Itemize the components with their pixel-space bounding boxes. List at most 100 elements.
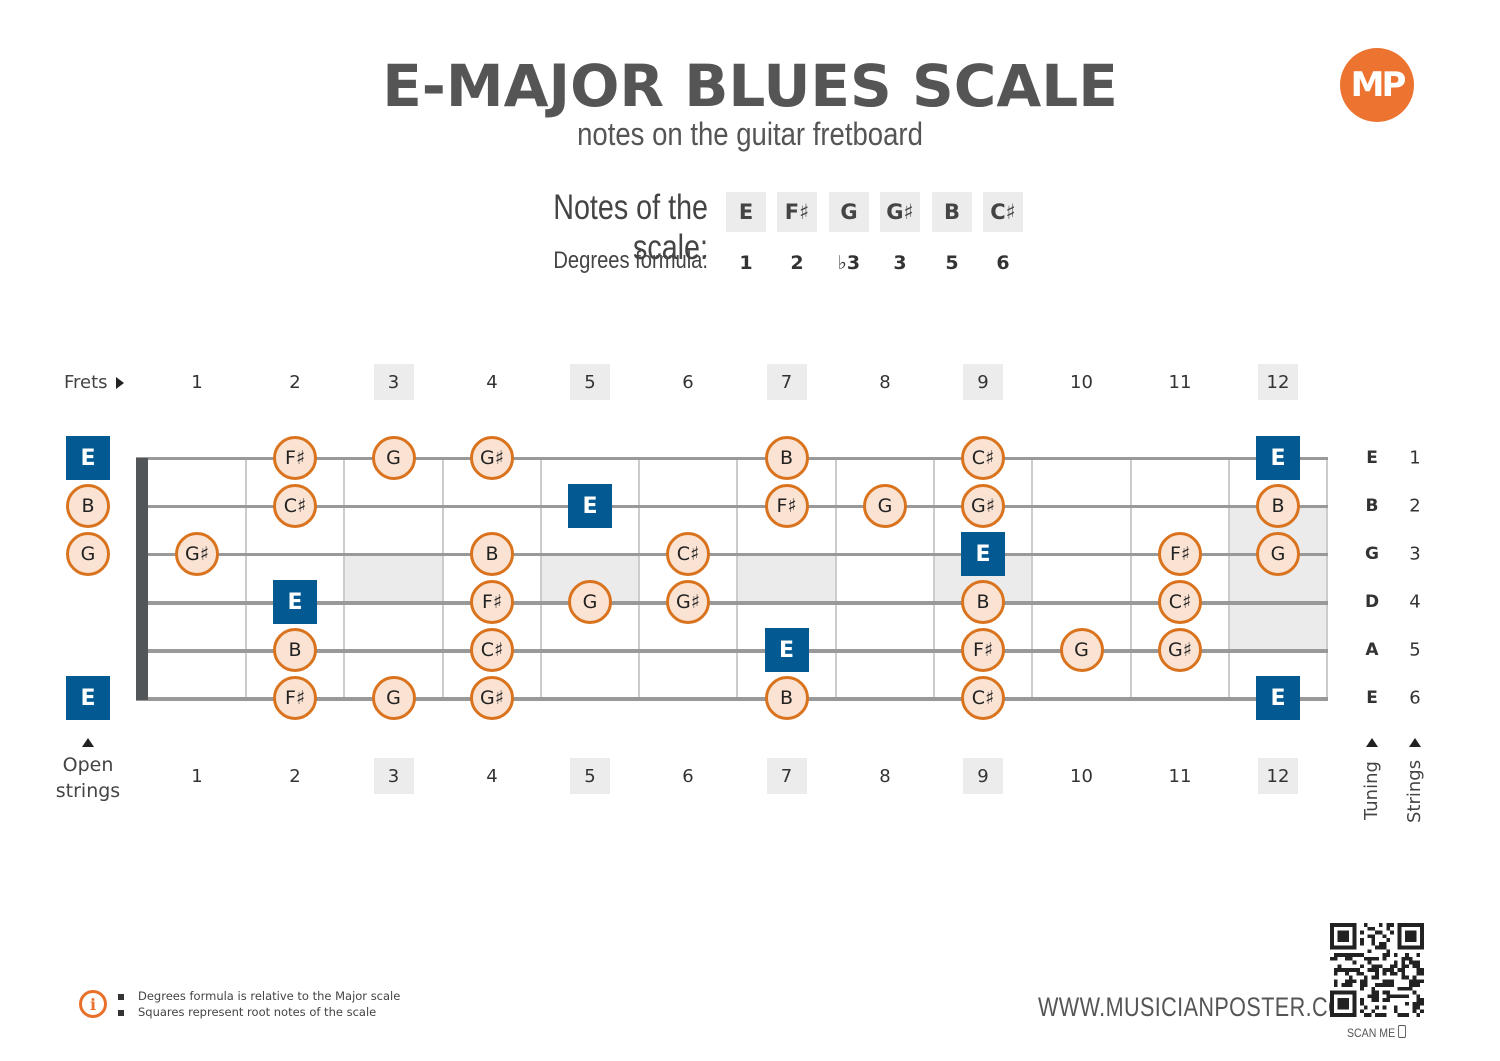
string-number: 1 — [1409, 447, 1421, 469]
string-number: 3 — [1409, 543, 1421, 565]
fret-wire — [245, 458, 247, 698]
website-link[interactable]: WWW.MUSICIANPOSTER.COM — [1038, 992, 1364, 1022]
fret-wire — [736, 458, 738, 698]
root-note-marker: E — [568, 484, 612, 528]
fret-wire — [540, 458, 542, 698]
fret-number: 9 — [963, 758, 1003, 794]
open-strings-label: Open strings — [48, 752, 128, 804]
root-note-marker: E — [1256, 436, 1300, 480]
fret-number: 6 — [682, 765, 694, 787]
scale-note-chip: G — [829, 192, 869, 232]
triangle-right-icon — [115, 377, 124, 389]
root-note-marker: E — [961, 532, 1005, 576]
guitar-string — [136, 697, 1328, 701]
scale-note-marker: B — [961, 580, 1005, 624]
fret-number: 11 — [1168, 371, 1192, 393]
scale-note-marker: G — [371, 436, 416, 480]
string-number: 6 — [1409, 687, 1421, 709]
triangle-up-icon — [1366, 738, 1378, 747]
fret-wire — [638, 458, 640, 698]
bullet-icon — [118, 993, 124, 1000]
scale-note-marker: F♯ — [764, 484, 809, 528]
scale-degree: 1 — [739, 252, 753, 274]
fret-number: 3 — [373, 758, 414, 794]
fret-wire — [1130, 458, 1132, 698]
fret-number: 7 — [766, 364, 807, 400]
scale-note-chip: B — [932, 192, 972, 232]
scale-note-marker: G — [568, 580, 612, 624]
fret-number: 12 — [1258, 364, 1298, 400]
nut — [136, 458, 148, 700]
open-root-note-marker: E — [66, 436, 110, 480]
tuning-note: G — [1365, 544, 1379, 564]
triangle-up-icon — [1409, 738, 1421, 747]
scale-note-marker: G — [1059, 628, 1104, 672]
root-note-marker: E — [1256, 676, 1300, 720]
scale-degree: 5 — [945, 252, 959, 274]
fret-wire — [1228, 458, 1230, 698]
footer-note-text: Degrees formula is relative to the Major… — [138, 989, 401, 1003]
scale-note-marker: B — [1256, 484, 1300, 528]
string-number: 2 — [1409, 495, 1421, 517]
footer-note: Degrees formula is relative to the Major… — [118, 989, 400, 1003]
info-icon: i — [79, 990, 107, 1018]
fret-number: 9 — [963, 364, 1003, 400]
fret-number: 10 — [1070, 765, 1093, 787]
scale-note-marker: B — [764, 676, 809, 720]
scale-note-chip: G♯ — [880, 192, 920, 232]
fret-number: 1 — [191, 371, 203, 393]
scale-note-chip: E — [726, 192, 766, 232]
page-title: E-MAJOR BLUES SCALE — [382, 52, 1118, 120]
root-note-marker: E — [764, 628, 809, 672]
scale-degree: ♭3 — [837, 252, 861, 274]
qr-code-icon[interactable] — [1330, 923, 1424, 1017]
open-root-note-marker: E — [66, 676, 110, 720]
root-note-marker: E — [273, 580, 317, 624]
scale-note-marker: G♯ — [470, 676, 514, 720]
musicianposter-logo: MP — [1340, 48, 1414, 122]
scale-note-marker: B — [273, 628, 317, 672]
scale-note-marker: C♯ — [961, 676, 1005, 720]
scale-note-marker: F♯ — [1158, 532, 1202, 576]
scan-me-text: SCAN ME — [1347, 1026, 1396, 1040]
notes-of-scale-label: Notes of the scale: — [553, 188, 708, 267]
scale-note-marker: C♯ — [273, 484, 317, 528]
page-subtitle: notes on the guitar fretboard — [577, 116, 923, 152]
scale-note-marker: F♯ — [470, 580, 514, 624]
footer-note-text: Squares represent root notes of the scal… — [138, 1005, 377, 1019]
fret-number: 11 — [1168, 765, 1192, 787]
tuning-label: Tuning — [1361, 761, 1382, 820]
fret-number: 8 — [879, 765, 891, 787]
scale-note-marker: G♯ — [470, 436, 514, 480]
tuning-note: A — [1365, 640, 1379, 660]
fret-number: 2 — [289, 371, 301, 393]
open-note-marker: G — [66, 532, 110, 576]
fret-number: 1 — [191, 765, 203, 787]
scale-note-marker: G♯ — [175, 532, 219, 576]
fret-number: 2 — [289, 765, 301, 787]
degrees-formula-label: Degrees formula: — [553, 247, 708, 274]
fret-inlay-double — [1229, 506, 1327, 650]
scale-degree: 3 — [893, 252, 907, 274]
string-number: 4 — [1409, 591, 1421, 613]
guitar-string — [136, 649, 1328, 653]
open-note-marker: B — [66, 484, 110, 528]
frets-label-text: Frets — [64, 372, 108, 393]
fret-number: 8 — [879, 371, 891, 393]
scale-note-marker: G♯ — [666, 580, 710, 624]
scale-note-marker: B — [764, 436, 809, 480]
scale-note-marker: G — [371, 676, 416, 720]
guitar-string — [136, 553, 1328, 556]
fret-number: 7 — [766, 758, 807, 794]
fret-wire — [1326, 458, 1328, 698]
open-label-line1: Open — [62, 754, 114, 776]
fret-wire — [343, 458, 345, 698]
scale-degree: 6 — [996, 252, 1010, 274]
scale-note-marker: C♯ — [666, 532, 710, 576]
scale-note-marker: G♯ — [961, 484, 1005, 528]
scan-me-label: SCAN ME — [1347, 1025, 1406, 1040]
scale-note-marker: C♯ — [1158, 580, 1202, 624]
guitar-string — [136, 601, 1328, 605]
triangle-up-icon — [82, 738, 94, 747]
fret-number: 3 — [373, 364, 414, 400]
